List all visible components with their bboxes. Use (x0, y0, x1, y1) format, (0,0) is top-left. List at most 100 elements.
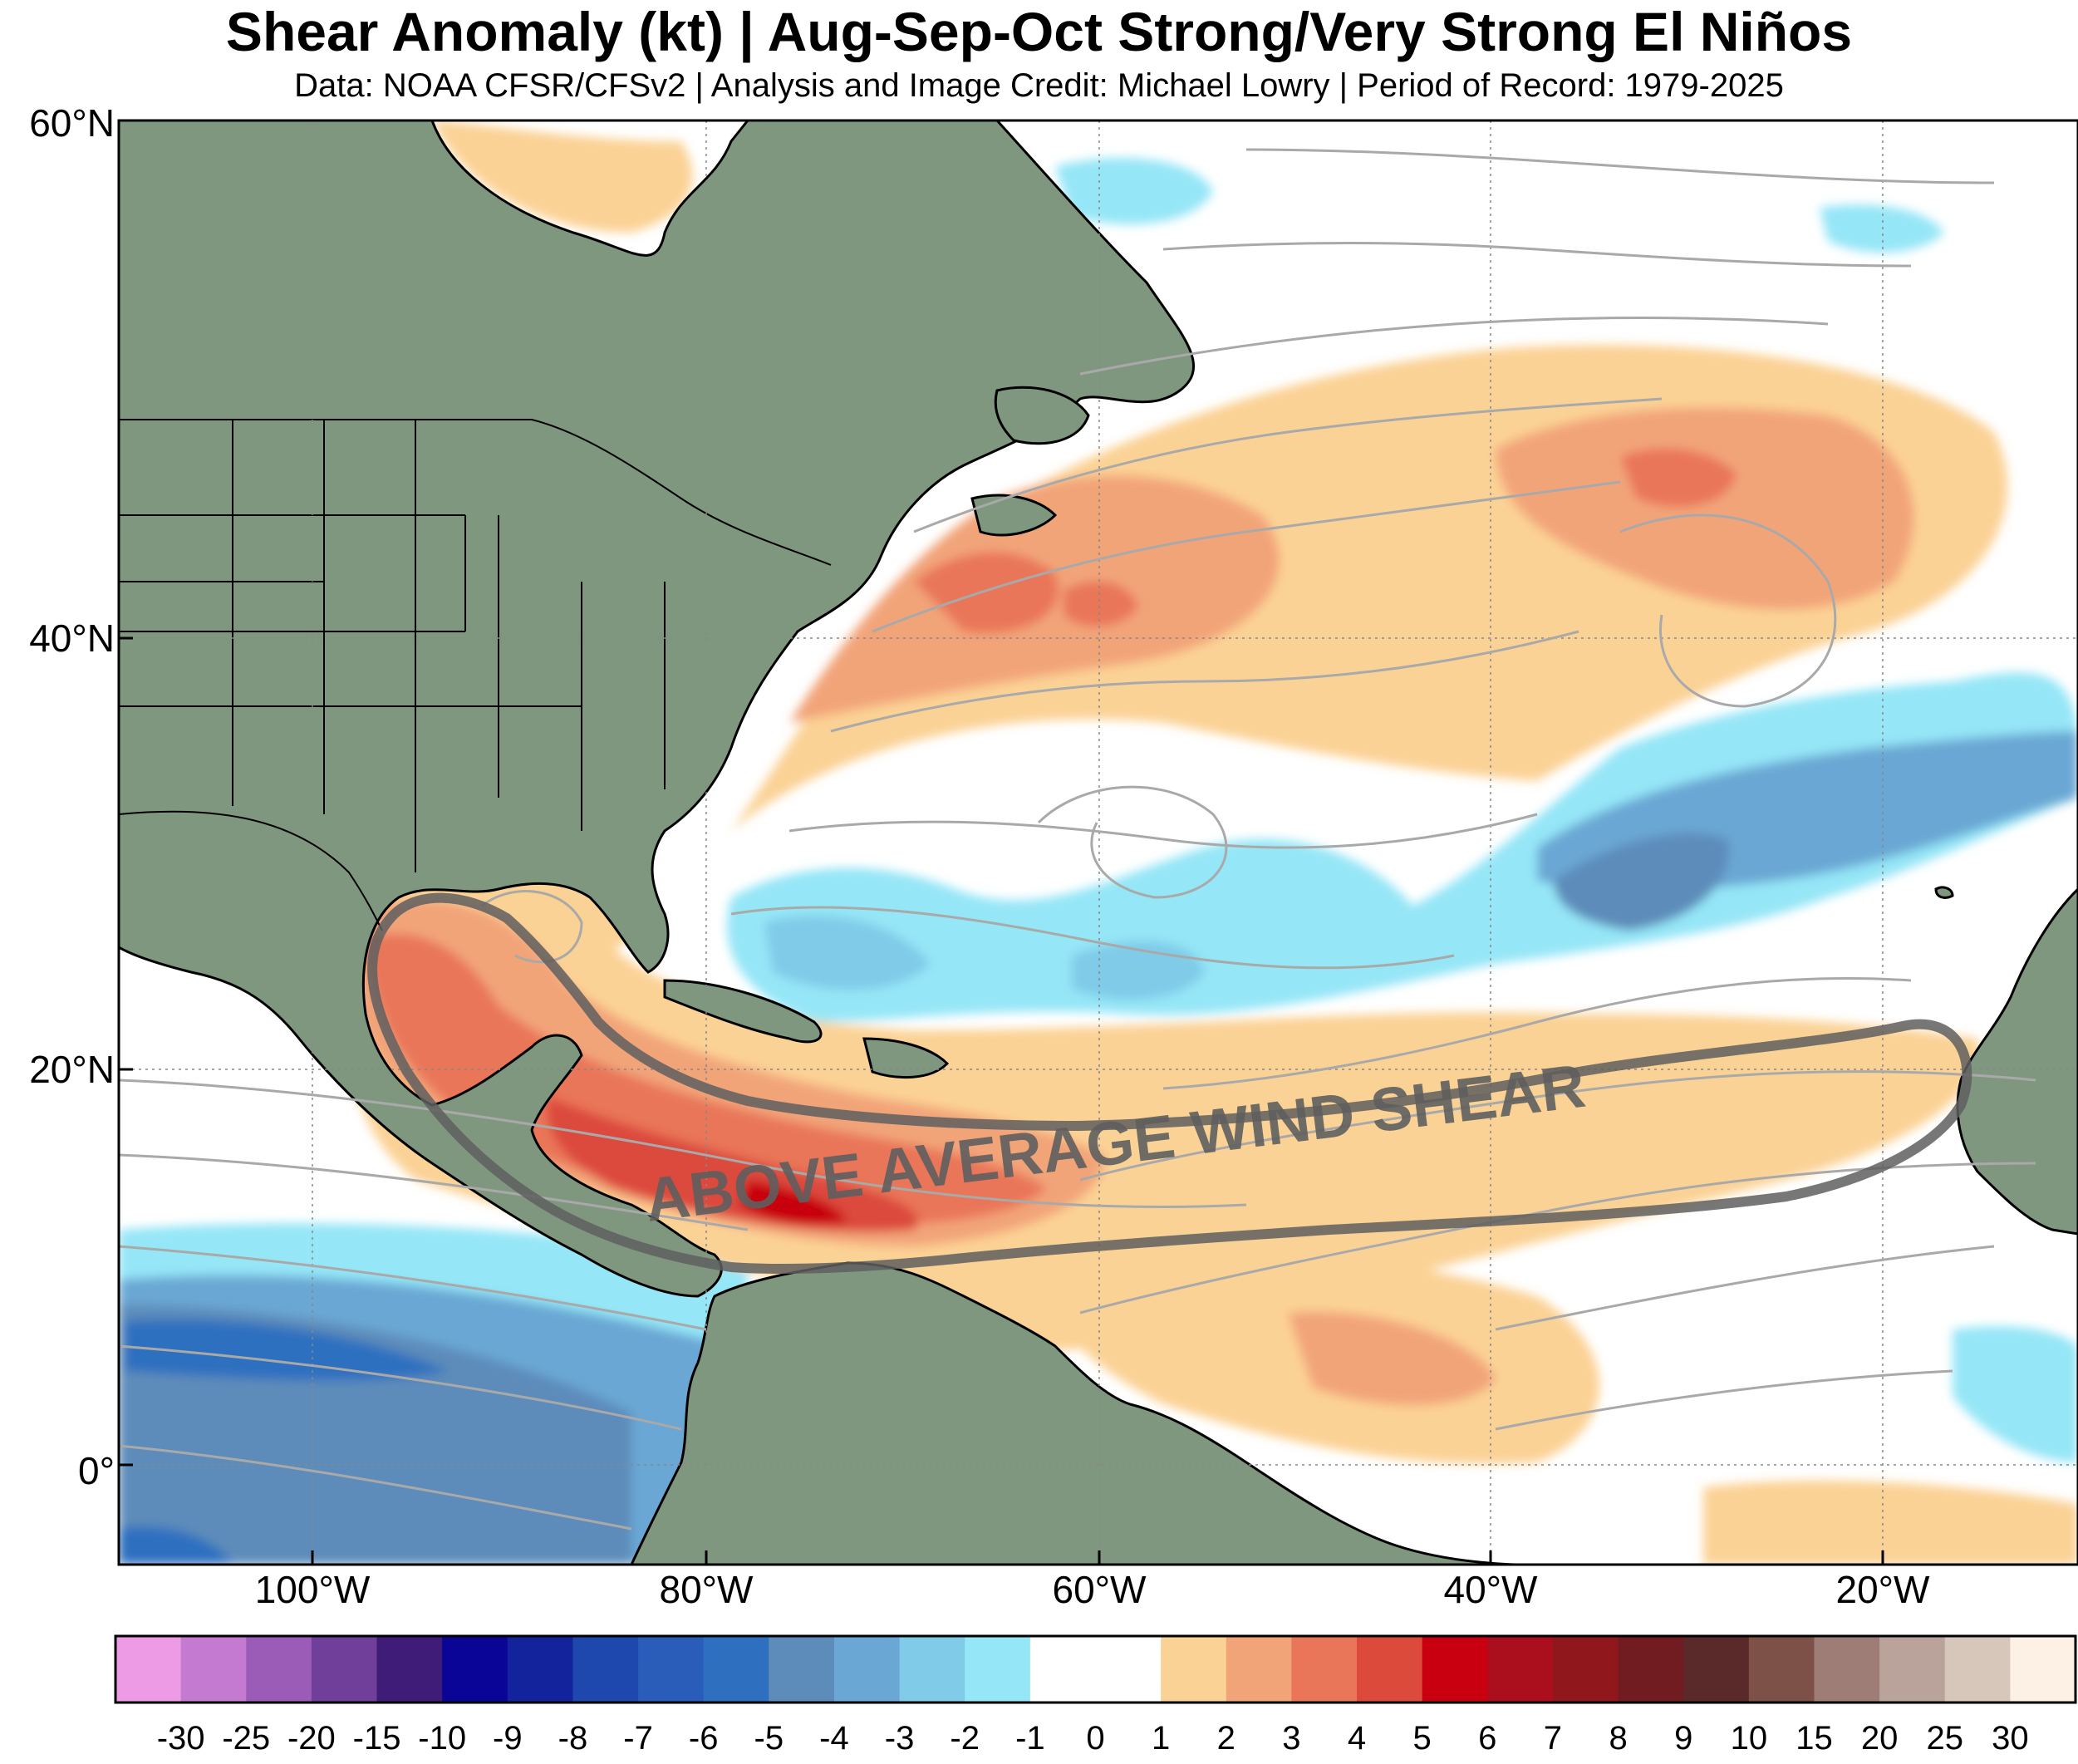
colorbar-swatch (1422, 1636, 1488, 1703)
colorbar-swatch (1683, 1636, 1750, 1703)
colorbar-tick-label: -6 (688, 1720, 719, 1757)
political-borders (119, 419, 832, 931)
map-area: ABOVE AVERAGE WIND SHEAR (119, 120, 2078, 1565)
colorbar-swatch (311, 1636, 378, 1703)
us-canada-border (119, 419, 832, 566)
colorbar-swatch (442, 1636, 508, 1703)
colorbar-tick-label: 6 (1478, 1720, 1497, 1757)
streamline (913, 397, 1663, 533)
streamline (1037, 785, 1228, 899)
streamline (119, 1444, 632, 1531)
streamline (1245, 148, 1995, 184)
canary-islands (1934, 886, 1954, 899)
streamline (119, 1344, 682, 1431)
colorbar-swatch (180, 1636, 247, 1703)
colorbar-swatch (572, 1636, 639, 1703)
equatorial-positive-shear (1703, 1480, 2078, 1565)
colorbar-swatch (965, 1636, 1031, 1703)
colorbar-swatch (1618, 1636, 1684, 1703)
colorbar-tick-label: 4 (1347, 1720, 1367, 1757)
colorbar-tick-label: 25 (1926, 1720, 1963, 1757)
map-subtitle: Data: NOAA CFSR/CFSv2 | Analysis and Ima… (294, 67, 1784, 104)
streamline (830, 630, 1579, 733)
lon-label-80w: 80°W (659, 1568, 754, 1611)
colorbar-swatch (899, 1636, 965, 1703)
north-atlantic-positive-shear-strong (914, 552, 1059, 633)
colorbar (115, 1636, 2076, 1703)
colorbar-swatch (1357, 1636, 1423, 1703)
colorbar-tick-label: -2 (950, 1720, 980, 1757)
lon-label-60w: 60°W (1052, 1568, 1147, 1611)
colorbar-swatch (769, 1636, 835, 1703)
colorbar-tick-label: -5 (754, 1720, 784, 1757)
streamline (788, 813, 1538, 849)
colorbar-tick-label: -15 (352, 1720, 401, 1757)
streamline (1162, 242, 1912, 268)
colorbar-tick-label: 5 (1412, 1720, 1432, 1757)
labrador-positive-shear (432, 120, 693, 233)
lat-label-40n: 40°N (29, 617, 115, 660)
mdr-positive-shear-core (547, 1097, 919, 1232)
colorbar-tick-label: 2 (1216, 1720, 1236, 1757)
map-title: Shear Anomaly (kt) | Aug-Sep-Oct Strong/… (225, 1, 1853, 62)
land-masses (119, 120, 2078, 1565)
streamline (872, 480, 1621, 633)
colorbar-swatch (703, 1636, 769, 1703)
colorbar-tick-label: 7 (1543, 1720, 1563, 1757)
south-america-land (630, 1261, 1521, 1565)
colorbar-swatch (2010, 1636, 2076, 1703)
north-negative-shear-patch-1 (1055, 158, 1213, 224)
streamline (119, 1245, 707, 1331)
colorbar-tick-label: -9 (493, 1720, 523, 1757)
streamline (119, 1153, 749, 1231)
colorbar-tick-label: -30 (156, 1720, 205, 1757)
colorbar-swatch (1552, 1636, 1619, 1703)
colorbar-swatch (1814, 1636, 1880, 1703)
streamline (1495, 1245, 1995, 1331)
northeast-atlantic-positive-shear-strong (1620, 448, 1737, 507)
colorbar-swatch (1487, 1636, 1554, 1703)
lat-label-20n: 20°N (29, 1048, 115, 1091)
north-america-land (119, 120, 1196, 1298)
streamline (1619, 513, 1837, 708)
colorbar-swatch (507, 1636, 574, 1703)
colorbar-tick-label: 9 (1674, 1720, 1693, 1757)
colorbar-swatch (376, 1636, 443, 1703)
colorbar-tick-label: -1 (1015, 1720, 1045, 1757)
colorbar-tick-label: 10 (1730, 1720, 1768, 1757)
colorbar-tick-label: -10 (418, 1720, 467, 1757)
colorbar-tick-label: 3 (1282, 1720, 1301, 1757)
colorbar-swatch (1291, 1636, 1358, 1703)
lat-label-0: 0° (78, 1449, 115, 1492)
colorbar-tick-label: 1 (1152, 1720, 1171, 1757)
colorbar-swatch (1095, 1636, 1162, 1703)
colorbar-tick-label: -25 (222, 1720, 271, 1757)
colorbar-swatch (638, 1636, 705, 1703)
south-atlantic-positive-shear-medium (1288, 1311, 1496, 1406)
colorbar-tick-label: -7 (623, 1720, 653, 1757)
pacific-negative-shear-core (125, 1319, 449, 1381)
colorbar-tick-label: 0 (1086, 1720, 1105, 1757)
east-subtropical-negative-shear-strong (1554, 833, 1730, 931)
lon-label-100w: 100°W (254, 1568, 371, 1611)
streamlines (119, 148, 2036, 1531)
colorbar-tick-label: -4 (819, 1720, 849, 1757)
colorbar-tick-label: -20 (287, 1720, 336, 1757)
colorbar-swatch (1029, 1636, 1097, 1703)
africa-land (1956, 887, 2078, 1236)
colorbar-swatch (1748, 1636, 1815, 1703)
cuba-land (663, 979, 823, 1044)
colorbar-tick-label: -8 (558, 1720, 588, 1757)
mdr-positive-shear-light (342, 873, 1980, 1351)
colorbar-swatch (1879, 1636, 1946, 1703)
lat-label-60n: 60°N (29, 101, 115, 145)
colorbar-tick-label: -3 (884, 1720, 915, 1757)
colorbar-tick-label: 20 (1860, 1720, 1899, 1757)
pacific-negative-shear-core-south (119, 1526, 233, 1565)
colorbar-swatch (833, 1636, 901, 1703)
streamline (730, 906, 1455, 970)
colorbar-tick-label: 15 (1796, 1720, 1833, 1757)
us-mexico-border (119, 810, 383, 931)
colorbar-swatch (1226, 1636, 1292, 1703)
